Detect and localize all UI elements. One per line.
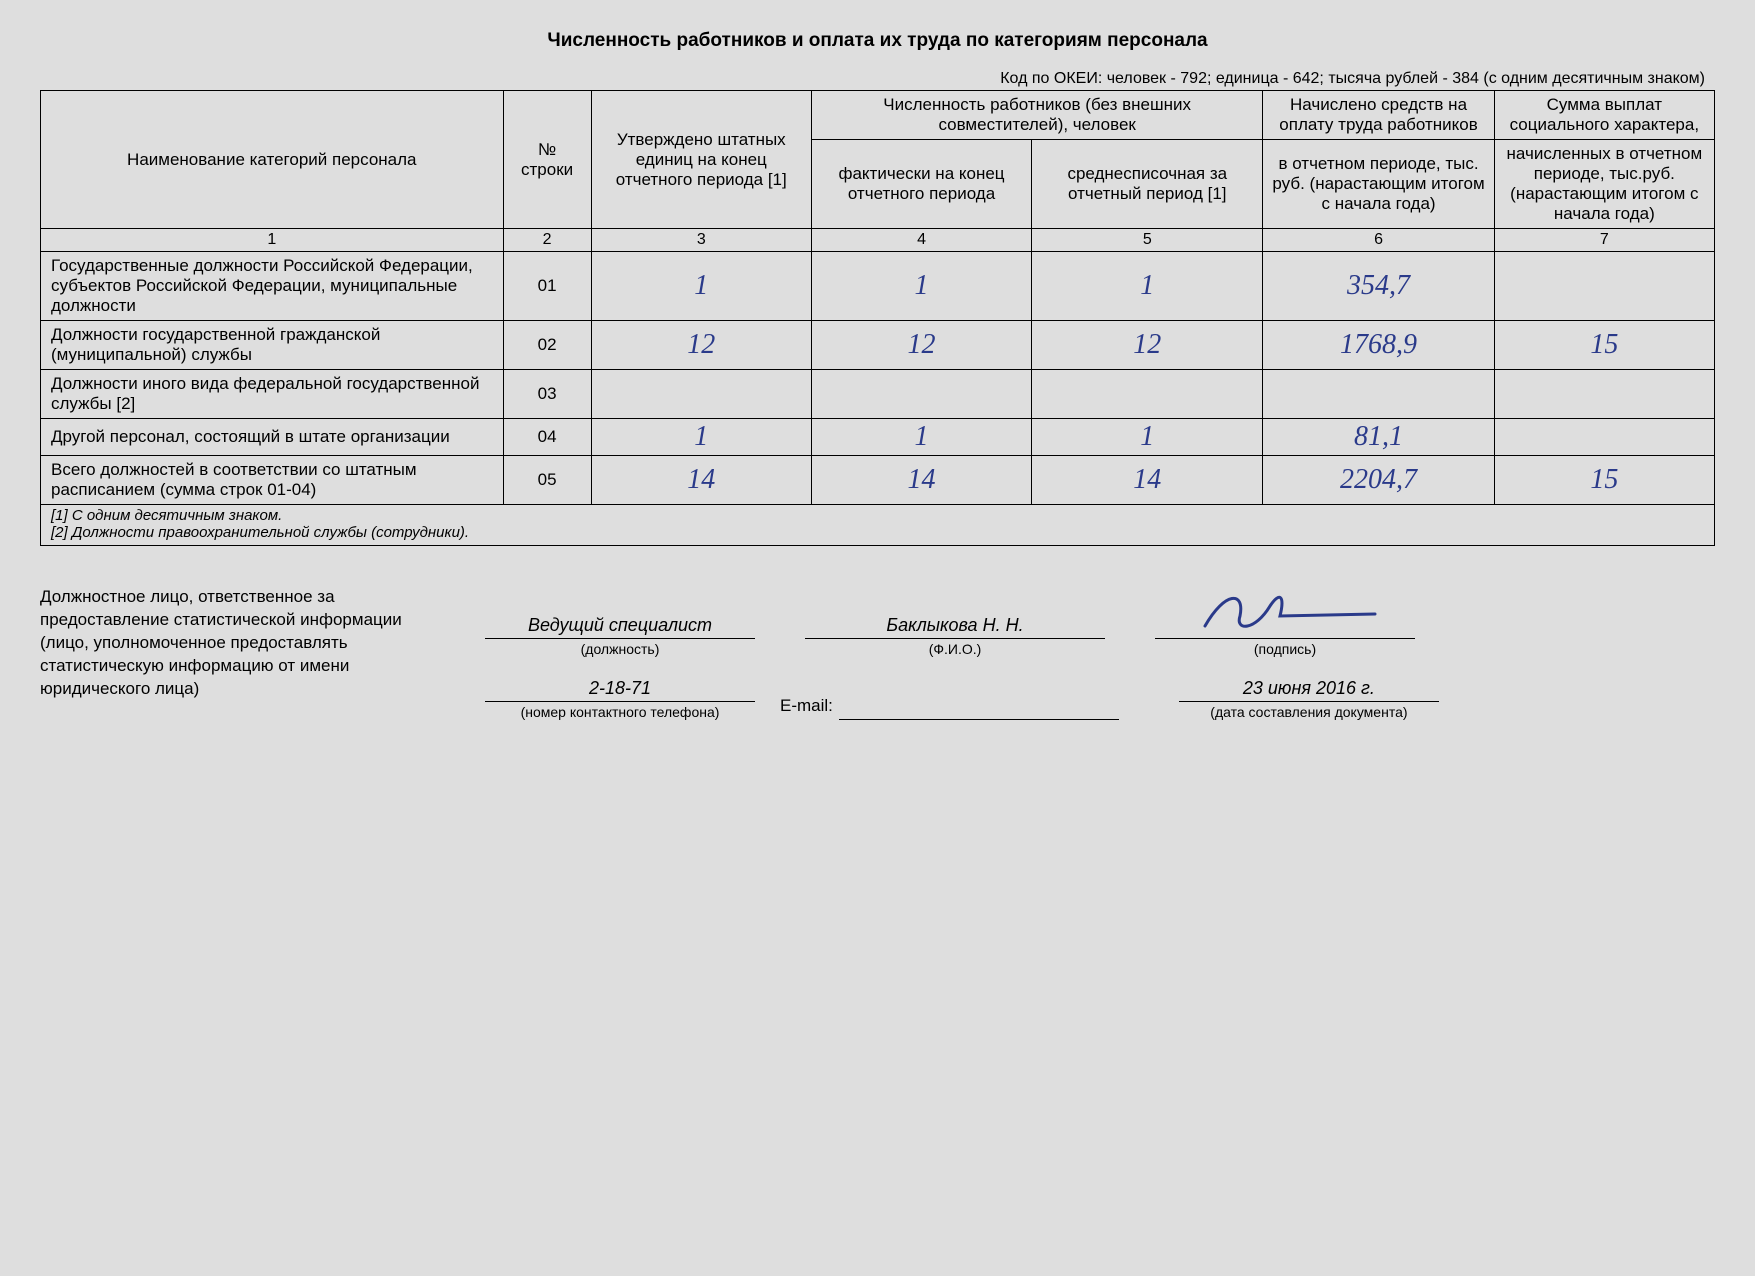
cell-name: Государственные должности Российской Фед… <box>41 252 504 321</box>
cell-value: 2204,7 <box>1263 456 1494 505</box>
colnum-5: 5 <box>1032 229 1263 252</box>
cell-name: Другой персонал, состоящий в штате орган… <box>41 419 504 456</box>
th-count-top: Численность работников (без внешних совм… <box>811 91 1263 140</box>
cell-value <box>591 370 811 419</box>
table-row: Всего должностей в соответствии со штатн… <box>41 456 1715 505</box>
cell-value: 1768,9 <box>1263 321 1494 370</box>
th-accrued: в отчетном периоде, тыс. руб. (нарастающ… <box>1263 140 1494 229</box>
signature-label: (подпись) <box>1155 641 1415 657</box>
th-average: среднесписочная за отчетный период [1] <box>1032 140 1263 229</box>
fio-value: Баклыкова Н. Н. <box>805 608 1105 639</box>
cell-value <box>811 370 1031 419</box>
cell-rownum: 01 <box>503 252 591 321</box>
cell-value: 12 <box>1032 321 1263 370</box>
cell-name: Должности государственной гражданской (м… <box>41 321 504 370</box>
table-row: Должности иного вида федеральной государ… <box>41 370 1715 419</box>
table-row: Должности государственной гражданской (м… <box>41 321 1715 370</box>
table-row: Государственные должности Российской Фед… <box>41 252 1715 321</box>
cell-value: 1 <box>591 252 811 321</box>
cell-value <box>1494 419 1714 456</box>
cell-name: Всего должностей в соответствии со штатн… <box>41 456 504 505</box>
signature <box>1155 586 1415 639</box>
th-social-top: Сумма выплат социального характера, <box>1494 91 1714 140</box>
cell-value: 1 <box>591 419 811 456</box>
table-row: Другой персонал, состоящий в штате орган… <box>41 419 1715 456</box>
th-approved: Утверждено штатных единиц на конец отчет… <box>591 91 811 229</box>
date-label: (дата составления документа) <box>1179 704 1439 720</box>
colnum-4: 4 <box>811 229 1031 252</box>
phone-label: (номер контактного телефона) <box>485 704 755 720</box>
cell-rownum: 02 <box>503 321 591 370</box>
footnote-2: [2] Должности правоохранительной службы … <box>51 524 1704 541</box>
cell-value <box>1494 252 1714 321</box>
cell-value: 15 <box>1494 321 1714 370</box>
responsible-person-text: Должностное лицо, ответственное за предо… <box>40 586 460 701</box>
cell-value: 15 <box>1494 456 1714 505</box>
th-accrued-top: Начислено средств на оплату труда работн… <box>1263 91 1494 140</box>
email-value <box>839 693 1119 720</box>
cell-value: 1 <box>811 252 1031 321</box>
phone-value: 2-18-71 <box>485 671 755 702</box>
cell-value: 12 <box>811 321 1031 370</box>
date-value: 23 июня 2016 г. <box>1179 671 1439 702</box>
cell-value: 81,1 <box>1263 419 1494 456</box>
cell-value: 1 <box>1032 252 1263 321</box>
okei-codes: Код по ОКЕИ: человек - 792; единица - 64… <box>40 70 1705 88</box>
cell-rownum: 05 <box>503 456 591 505</box>
colnum-3: 3 <box>591 229 811 252</box>
signature-block: Должностное лицо, ответственное за предо… <box>40 586 1715 720</box>
th-social: начисленных в отчетном периоде, тыс.руб.… <box>1494 140 1714 229</box>
email-label: E-mail: <box>780 696 833 720</box>
th-name: Наименование категорий персонала <box>41 91 504 229</box>
cell-name: Должности иного вида федеральной государ… <box>41 370 504 419</box>
footnotes: [1] С одним десятичным знаком. [2] Должн… <box>40 505 1715 546</box>
cell-value: 12 <box>591 321 811 370</box>
cell-value: 1 <box>811 419 1031 456</box>
fio-label: (Ф.И.О.) <box>805 641 1105 657</box>
cell-value <box>1494 370 1714 419</box>
colnum-2: 2 <box>503 229 591 252</box>
cell-value <box>1032 370 1263 419</box>
position-label: (должность) <box>485 641 755 657</box>
personnel-table: Наименование категорий персонала № строк… <box>40 90 1715 505</box>
th-rownum: № строки <box>503 91 591 229</box>
footnote-1: [1] С одним десятичным знаком. <box>51 507 1704 524</box>
colnum-6: 6 <box>1263 229 1494 252</box>
cell-value: 14 <box>1032 456 1263 505</box>
cell-value: 354,7 <box>1263 252 1494 321</box>
cell-rownum: 03 <box>503 370 591 419</box>
position-value: Ведущий специалист <box>485 608 755 639</box>
colnum-1: 1 <box>41 229 504 252</box>
cell-rownum: 04 <box>503 419 591 456</box>
colnum-7: 7 <box>1494 229 1714 252</box>
cell-value <box>1263 370 1494 419</box>
cell-value: 1 <box>1032 419 1263 456</box>
th-actual: фактически на конец отчетного периода <box>811 140 1031 229</box>
cell-value: 14 <box>591 456 811 505</box>
cell-value: 14 <box>811 456 1031 505</box>
document-title: Численность работников и оплата их труда… <box>40 30 1715 52</box>
